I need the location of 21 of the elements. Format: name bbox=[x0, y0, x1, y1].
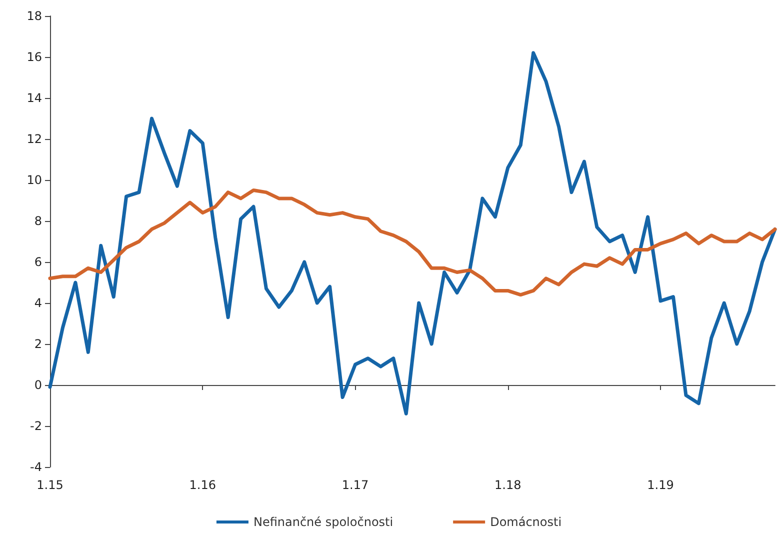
x-tick-label: 1.19 bbox=[647, 478, 674, 492]
y-tick-label: 6 bbox=[34, 255, 42, 269]
legend-label: Nefinančné spoločnosti bbox=[253, 515, 394, 529]
legend-label: Domácnosti bbox=[490, 515, 562, 529]
line-series bbox=[48, 51, 777, 416]
y-tick-label: 4 bbox=[34, 296, 42, 310]
y-tick-label: -4 bbox=[30, 460, 42, 474]
y-tick-label: 10 bbox=[26, 173, 42, 187]
y-tick-label: 2 bbox=[34, 337, 42, 351]
line-series bbox=[48, 188, 777, 297]
y-tick-label: -2 bbox=[30, 419, 42, 433]
y-tick-label: 12 bbox=[26, 132, 42, 146]
y-tick-label: 16 bbox=[26, 50, 42, 64]
y-tick-label: 18 bbox=[26, 9, 42, 23]
y-tick-label: 0 bbox=[34, 378, 42, 392]
x-tick-label: 1.17 bbox=[342, 478, 369, 492]
y-tick-label: 14 bbox=[26, 91, 42, 105]
x-tick-label: 1.16 bbox=[189, 478, 216, 492]
y-tick-label: 8 bbox=[34, 214, 42, 228]
x-tick-label: 1.15 bbox=[36, 478, 64, 492]
x-tick-label: 1.18 bbox=[494, 478, 522, 492]
